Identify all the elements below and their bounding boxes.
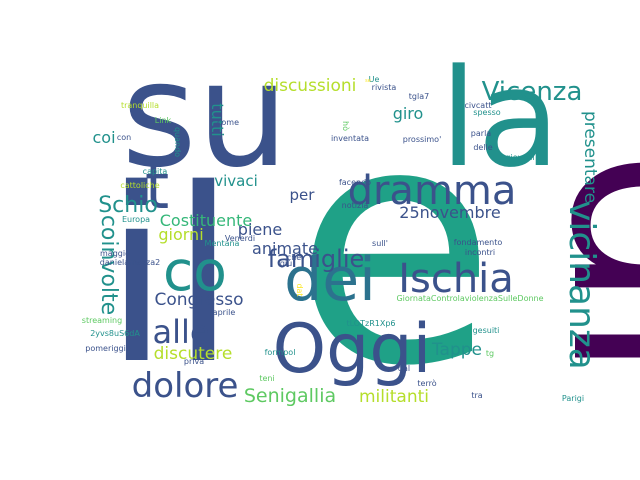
word-51: capita bbox=[143, 167, 168, 176]
word-75: teni bbox=[259, 374, 274, 383]
word-35: rivista bbox=[372, 83, 397, 92]
word-56: Venerdi bbox=[225, 234, 255, 243]
word-47: prossimo' bbox=[403, 135, 442, 144]
word-23: discutere bbox=[154, 344, 233, 364]
word-69: pomeriggio bbox=[85, 344, 131, 353]
word-59: danielamazza2 bbox=[100, 258, 160, 267]
word-20: militanti bbox=[359, 387, 429, 407]
word-54: notizia bbox=[342, 201, 369, 210]
word-61: sull' bbox=[372, 239, 388, 248]
word-26: 25novembre bbox=[399, 203, 500, 222]
word-34: per bbox=[290, 186, 316, 204]
word-48: parla bbox=[471, 129, 491, 138]
word-28: giorni bbox=[158, 225, 203, 244]
word-42: con bbox=[117, 133, 131, 142]
word-79: dal bbox=[398, 364, 410, 373]
word-57: Mentana bbox=[205, 239, 240, 248]
word-10: Ischia bbox=[398, 256, 514, 302]
word-77: tra bbox=[471, 391, 482, 400]
word-65: GiornataControlaviolenzaSulleDonne bbox=[396, 294, 543, 303]
word-44: quando bbox=[173, 127, 182, 157]
word-43: come bbox=[217, 118, 239, 127]
word-76: terrò bbox=[417, 378, 436, 388]
word-1: su bbox=[121, 31, 288, 200]
word-29: vivaci bbox=[214, 172, 258, 190]
word-52: cattoliche bbox=[120, 181, 159, 190]
word-66: aprile bbox=[213, 308, 236, 317]
word-5: Oggi bbox=[273, 310, 432, 389]
word-58: maggio bbox=[100, 249, 130, 258]
word-8: t bbox=[145, 150, 169, 223]
word-80: dat bbox=[295, 283, 304, 296]
word-13: dolore bbox=[132, 366, 239, 406]
word-70: tLOTzR1Xp6 bbox=[347, 319, 396, 328]
word-55: Europa bbox=[122, 215, 150, 224]
word-33: piene bbox=[238, 220, 282, 239]
word-24: Tappe bbox=[431, 340, 482, 360]
word-3: di bbox=[514, 149, 640, 382]
word-45: hò bbox=[341, 121, 351, 131]
word-49: delle bbox=[473, 143, 492, 152]
word-73: priva bbox=[184, 357, 204, 366]
word-9: dramma bbox=[348, 168, 517, 214]
word-38: spesso bbox=[473, 108, 501, 117]
word-71: gesuiti bbox=[473, 326, 500, 335]
word-25: animate bbox=[252, 239, 318, 258]
word-37: civcatt bbox=[465, 101, 492, 110]
word-19: Senigallia bbox=[244, 385, 336, 407]
word-39: Ue bbox=[369, 75, 380, 84]
word-60: che bbox=[287, 253, 301, 262]
word-31: giro bbox=[393, 104, 424, 123]
word-72: tg bbox=[486, 349, 494, 358]
word-78: Parigi bbox=[562, 394, 584, 403]
word-64: incontri bbox=[465, 248, 495, 257]
word-17: Schio bbox=[98, 193, 158, 218]
word-16: coinvolte bbox=[96, 215, 121, 315]
word-6: dei bbox=[284, 245, 376, 315]
word-27: Costituente bbox=[160, 211, 253, 230]
word-68: 2yvs8uS6dA bbox=[90, 329, 140, 338]
word-74: formpol bbox=[265, 348, 296, 357]
word-15: famiglie bbox=[268, 245, 365, 273]
word-0: e bbox=[293, 54, 496, 438]
word-18: presentare bbox=[580, 111, 600, 203]
word-63: fondamento bbox=[454, 238, 503, 247]
word-46: inventata bbox=[331, 134, 369, 143]
word-22: Congresso bbox=[154, 290, 243, 310]
word-14: Vicenza bbox=[482, 77, 583, 107]
word-21: discussioni bbox=[264, 76, 357, 96]
word-67: streaming bbox=[82, 316, 122, 325]
word-50: giovani bbox=[505, 153, 534, 162]
word-4: la bbox=[440, 40, 560, 197]
word-53: facendo bbox=[339, 178, 371, 187]
word-32: coi bbox=[92, 128, 115, 147]
word-12: alle bbox=[152, 313, 209, 351]
word-30: tutti bbox=[208, 103, 227, 136]
word-81: se bbox=[365, 78, 371, 84]
word-2: il bbox=[103, 137, 236, 417]
word-11: vicinanza bbox=[561, 200, 602, 370]
word-41: Link bbox=[155, 116, 172, 125]
word-40: tranquilla bbox=[121, 101, 159, 110]
word-7: co bbox=[163, 239, 227, 303]
word-62: giù bbox=[280, 259, 292, 268]
word-36: tgla7 bbox=[409, 92, 429, 101]
